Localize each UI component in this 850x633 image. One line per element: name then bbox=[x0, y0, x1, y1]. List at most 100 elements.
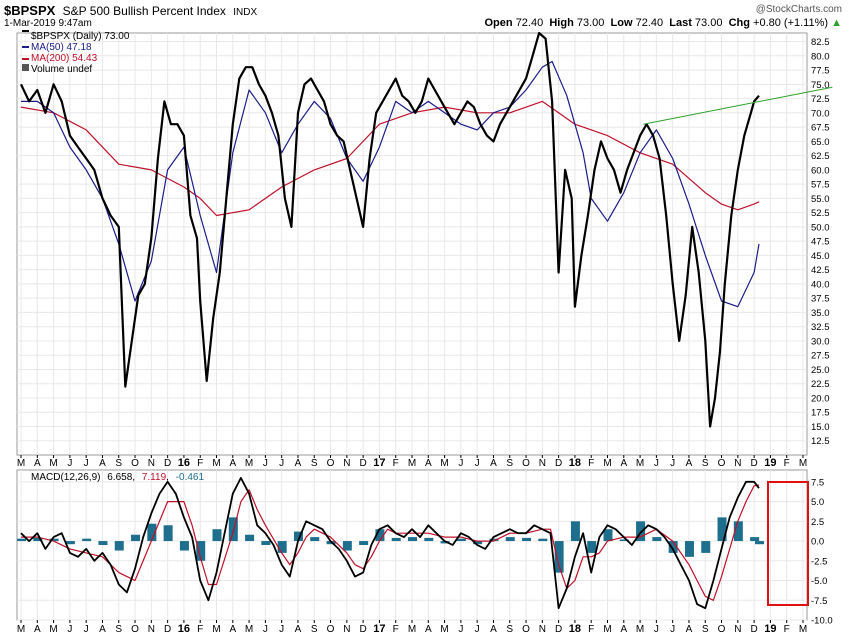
macd-y-tick: 7.5 bbox=[811, 477, 824, 488]
ma50-legend: MA(50) 47.18 bbox=[31, 42, 92, 53]
symbol: $BPSPX bbox=[4, 3, 56, 18]
high-value: 73.00 bbox=[576, 17, 605, 29]
main-y-tick: 27.5 bbox=[811, 351, 830, 362]
macd-histogram-bar bbox=[652, 537, 662, 542]
macd-histogram-bar bbox=[619, 539, 629, 542]
x-tick-label: M bbox=[408, 624, 416, 633]
macd-histogram-bar bbox=[163, 525, 173, 542]
up-arrow-icon: ▲ bbox=[831, 17, 842, 29]
x-tick-label: M bbox=[17, 458, 25, 469]
x-tick-label: J bbox=[67, 624, 72, 633]
macd-histogram-bar bbox=[293, 531, 303, 542]
macd-histogram-bar bbox=[33, 537, 43, 542]
x-tick-label: O bbox=[522, 624, 530, 633]
macd-histogram-bar bbox=[196, 541, 206, 561]
x-tick-label: 17 bbox=[373, 457, 385, 469]
main-y-tick: 37.5 bbox=[811, 294, 830, 305]
macd-histogram-bar bbox=[375, 529, 385, 542]
x-tick-label: D bbox=[555, 624, 562, 633]
x-tick-label: 19 bbox=[764, 457, 776, 469]
main-y-tick: 42.5 bbox=[811, 265, 830, 276]
x-tick-label: O bbox=[718, 624, 726, 633]
date-stamp: 1-Mar-2019 9:47am bbox=[4, 18, 92, 29]
x-tick-label: A bbox=[295, 624, 302, 633]
x-tick-label: D bbox=[751, 458, 758, 469]
open-value: 72.40 bbox=[515, 17, 544, 29]
x-tick-label: O bbox=[327, 624, 335, 633]
x-tick-label: N bbox=[148, 624, 155, 633]
x-tick-label: F bbox=[784, 624, 790, 633]
main-y-tick: 65.0 bbox=[811, 137, 830, 148]
x-tick-label: D bbox=[164, 624, 171, 633]
chart-title: $BPSPX S&P 500 Bullish Percent Index IND… bbox=[4, 3, 257, 18]
x-tick-label: J bbox=[263, 624, 268, 633]
chg-value: +0.80 (+1.11%) bbox=[753, 17, 829, 29]
x-tick-label: S bbox=[311, 624, 318, 633]
main-y-tick: 62.5 bbox=[811, 151, 830, 162]
main-y-tick: 22.5 bbox=[811, 379, 830, 390]
macd-histogram-bar bbox=[98, 541, 108, 545]
macd-histogram-bar bbox=[522, 537, 532, 542]
x-tick-label: A bbox=[490, 458, 497, 469]
macd-histogram-bar bbox=[750, 537, 760, 542]
x-tick-label: M bbox=[408, 458, 416, 469]
x-tick-label: D bbox=[555, 458, 562, 469]
ma50-legend-swatch bbox=[22, 46, 29, 48]
x-tick-label: F bbox=[393, 624, 399, 633]
macd-y-tick: 5.0 bbox=[811, 497, 824, 508]
macd-histogram-bar bbox=[310, 537, 320, 542]
x-tick-label: A bbox=[620, 458, 627, 469]
x-tick-label: J bbox=[670, 624, 675, 633]
x-tick-label: A bbox=[99, 624, 106, 633]
macd-histogram-bar bbox=[489, 538, 499, 542]
x-tick-label: J bbox=[84, 458, 89, 469]
main-y-tick: 50.0 bbox=[811, 222, 830, 233]
x-tick-label: J bbox=[670, 458, 675, 469]
x-tick-label: M bbox=[245, 458, 253, 469]
macd-histogram-bar bbox=[391, 537, 401, 542]
x-tick-label: M bbox=[49, 624, 57, 633]
svg-text:MACD(12,26,9) 6.658,: MACD(12,26,9) 6.658, 7.119, -0.461 bbox=[31, 472, 204, 483]
x-tick-label: S bbox=[702, 624, 709, 633]
main-x-axis: M A M J J A S O N D 16 F M A M J J A S O N D 17 F M A M J J A S O N D 18 F M… bbox=[17, 455, 807, 469]
macd-histogram-bar bbox=[408, 537, 417, 542]
x-tick-label: N bbox=[539, 624, 546, 633]
x-tick-label: O bbox=[131, 458, 139, 469]
main-y-tick: 80.0 bbox=[811, 51, 830, 62]
x-tick-label: A bbox=[34, 458, 41, 469]
main-y-axis: 82.5 80.0 77.5 75.0 72.5 70.0 67.5 65.0 62.5 60.0… bbox=[811, 37, 830, 447]
volume-legend-swatch bbox=[22, 64, 29, 71]
x-tick-label: 18 bbox=[569, 623, 581, 633]
macd-histogram-bar bbox=[65, 541, 75, 545]
x-tick-label: D bbox=[751, 624, 758, 633]
price-legend-swatch bbox=[22, 30, 29, 32]
index-name: S&P 500 Bullish Percent Index bbox=[62, 4, 226, 18]
x-tick-label: N bbox=[343, 624, 350, 633]
macd-histogram-bar bbox=[424, 537, 434, 542]
trendline bbox=[643, 86, 833, 125]
macd-histogram-bar bbox=[473, 541, 483, 545]
hist-legend-value: -0.461 bbox=[176, 472, 205, 483]
x-tick-label: A bbox=[490, 624, 497, 633]
x-tick-label: S bbox=[702, 458, 709, 469]
macd-y-tick: -2.5 bbox=[811, 556, 827, 567]
x-tick-label: M bbox=[49, 458, 57, 469]
x-tick-label: O bbox=[718, 458, 726, 469]
x-tick-label: S bbox=[506, 458, 513, 469]
ma200-line bbox=[20, 100, 760, 217]
main-y-tick: 75.0 bbox=[811, 80, 830, 91]
main-y-tick: 77.5 bbox=[811, 66, 830, 77]
main-y-tick: 30.0 bbox=[811, 336, 830, 347]
macd-histogram-bar bbox=[570, 521, 580, 542]
ma200-legend-swatch bbox=[22, 58, 29, 60]
main-y-tick: 12.5 bbox=[811, 436, 830, 447]
x-tick-label: A bbox=[229, 624, 236, 633]
macd-histogram-bar bbox=[587, 541, 597, 553]
x-tick-label: N bbox=[539, 458, 546, 469]
main-y-tick: 60.0 bbox=[811, 165, 830, 176]
macd-line bbox=[20, 477, 760, 610]
macd-histogram-bar bbox=[701, 541, 711, 553]
x-tick-label: A bbox=[295, 458, 302, 469]
x-tick-label: M bbox=[603, 458, 611, 469]
macd-histogram-bar bbox=[179, 541, 189, 551]
